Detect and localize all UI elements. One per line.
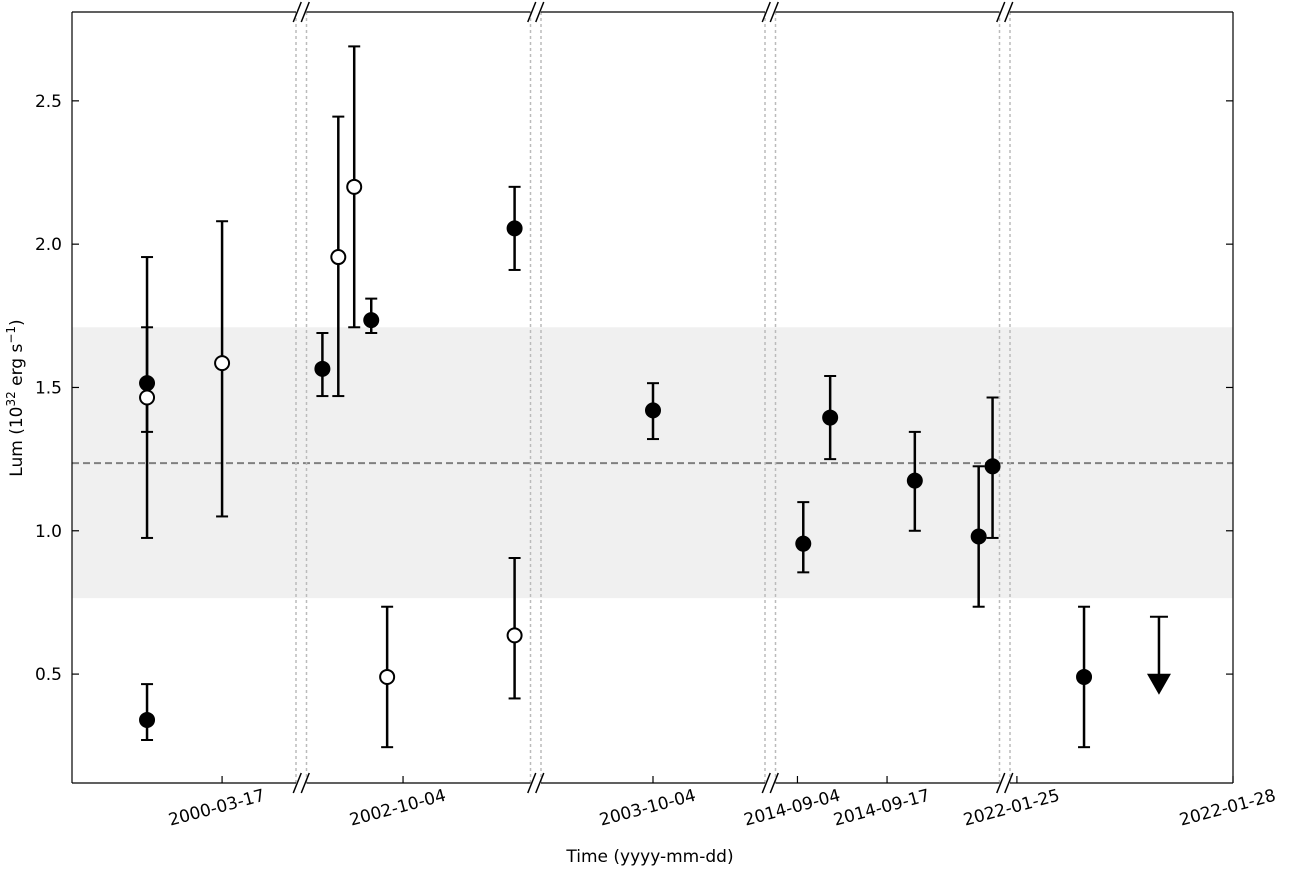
range-band [72,327,1233,599]
break-mark [761,1,771,23]
break-mark [535,772,545,794]
y-label-part: Lum (10 [7,407,27,477]
marker-filled [795,535,812,552]
marker-filled [506,220,523,237]
y-label-sup: 32 [4,391,18,406]
break-mark [300,1,310,23]
break-mark [769,772,779,794]
marker-filled [984,458,1001,475]
x-axis-label: Time (yyyy-mm-dd) [565,847,733,867]
y-label-part: ) [7,319,27,326]
upper-limit-arrow [1146,673,1171,695]
break-mark [1004,772,1014,794]
x-tick-label: 2014-09-04 [742,786,843,831]
y-tick-label: 1.5 [35,378,62,398]
marker-filled [1076,668,1093,685]
x-tick-label: 2000-03-17 [166,786,267,831]
x-tick-label: 2022-01-28 [1177,786,1278,831]
break-mark [527,772,537,794]
marker-open [139,389,156,406]
break-mark [769,1,779,23]
marker-filled [970,528,987,545]
break-mark [300,772,310,794]
break-mark [761,772,771,794]
marker-filled [906,472,923,489]
marker-filled [363,312,380,329]
y-label-part: erg s [7,343,27,391]
break-mark [1004,1,1014,23]
break-mark [535,1,545,23]
marker-open [346,178,363,195]
y-tick-label: 2.0 [35,235,62,255]
break-mark [996,772,1006,794]
y-tick-label: 1.0 [35,522,62,542]
marker-open [379,668,396,685]
marker-filled [645,402,661,419]
marker-open [330,249,347,266]
x-tick-label: 2014-09-17 [831,786,932,831]
marker-filled [314,360,331,377]
break-mark [292,772,302,794]
y-tick-label: 2.5 [35,92,62,112]
x-tick-label: 2002-10-04 [347,786,448,831]
x-tick-label: 2022-01-25 [961,786,1062,831]
break-mark [996,1,1006,23]
y-label-sup: −1 [4,326,18,344]
marker-filled [139,711,156,728]
marker-open [506,627,523,644]
x-tick-label: 2003-10-04 [597,786,698,831]
break-mark [292,1,302,23]
marker-open [214,355,231,372]
y-axis-label: Lum (1032 erg s−1) [4,319,27,476]
marker-filled [822,409,839,426]
break-mark [527,1,537,23]
y-tick-label: 0.5 [35,665,62,685]
